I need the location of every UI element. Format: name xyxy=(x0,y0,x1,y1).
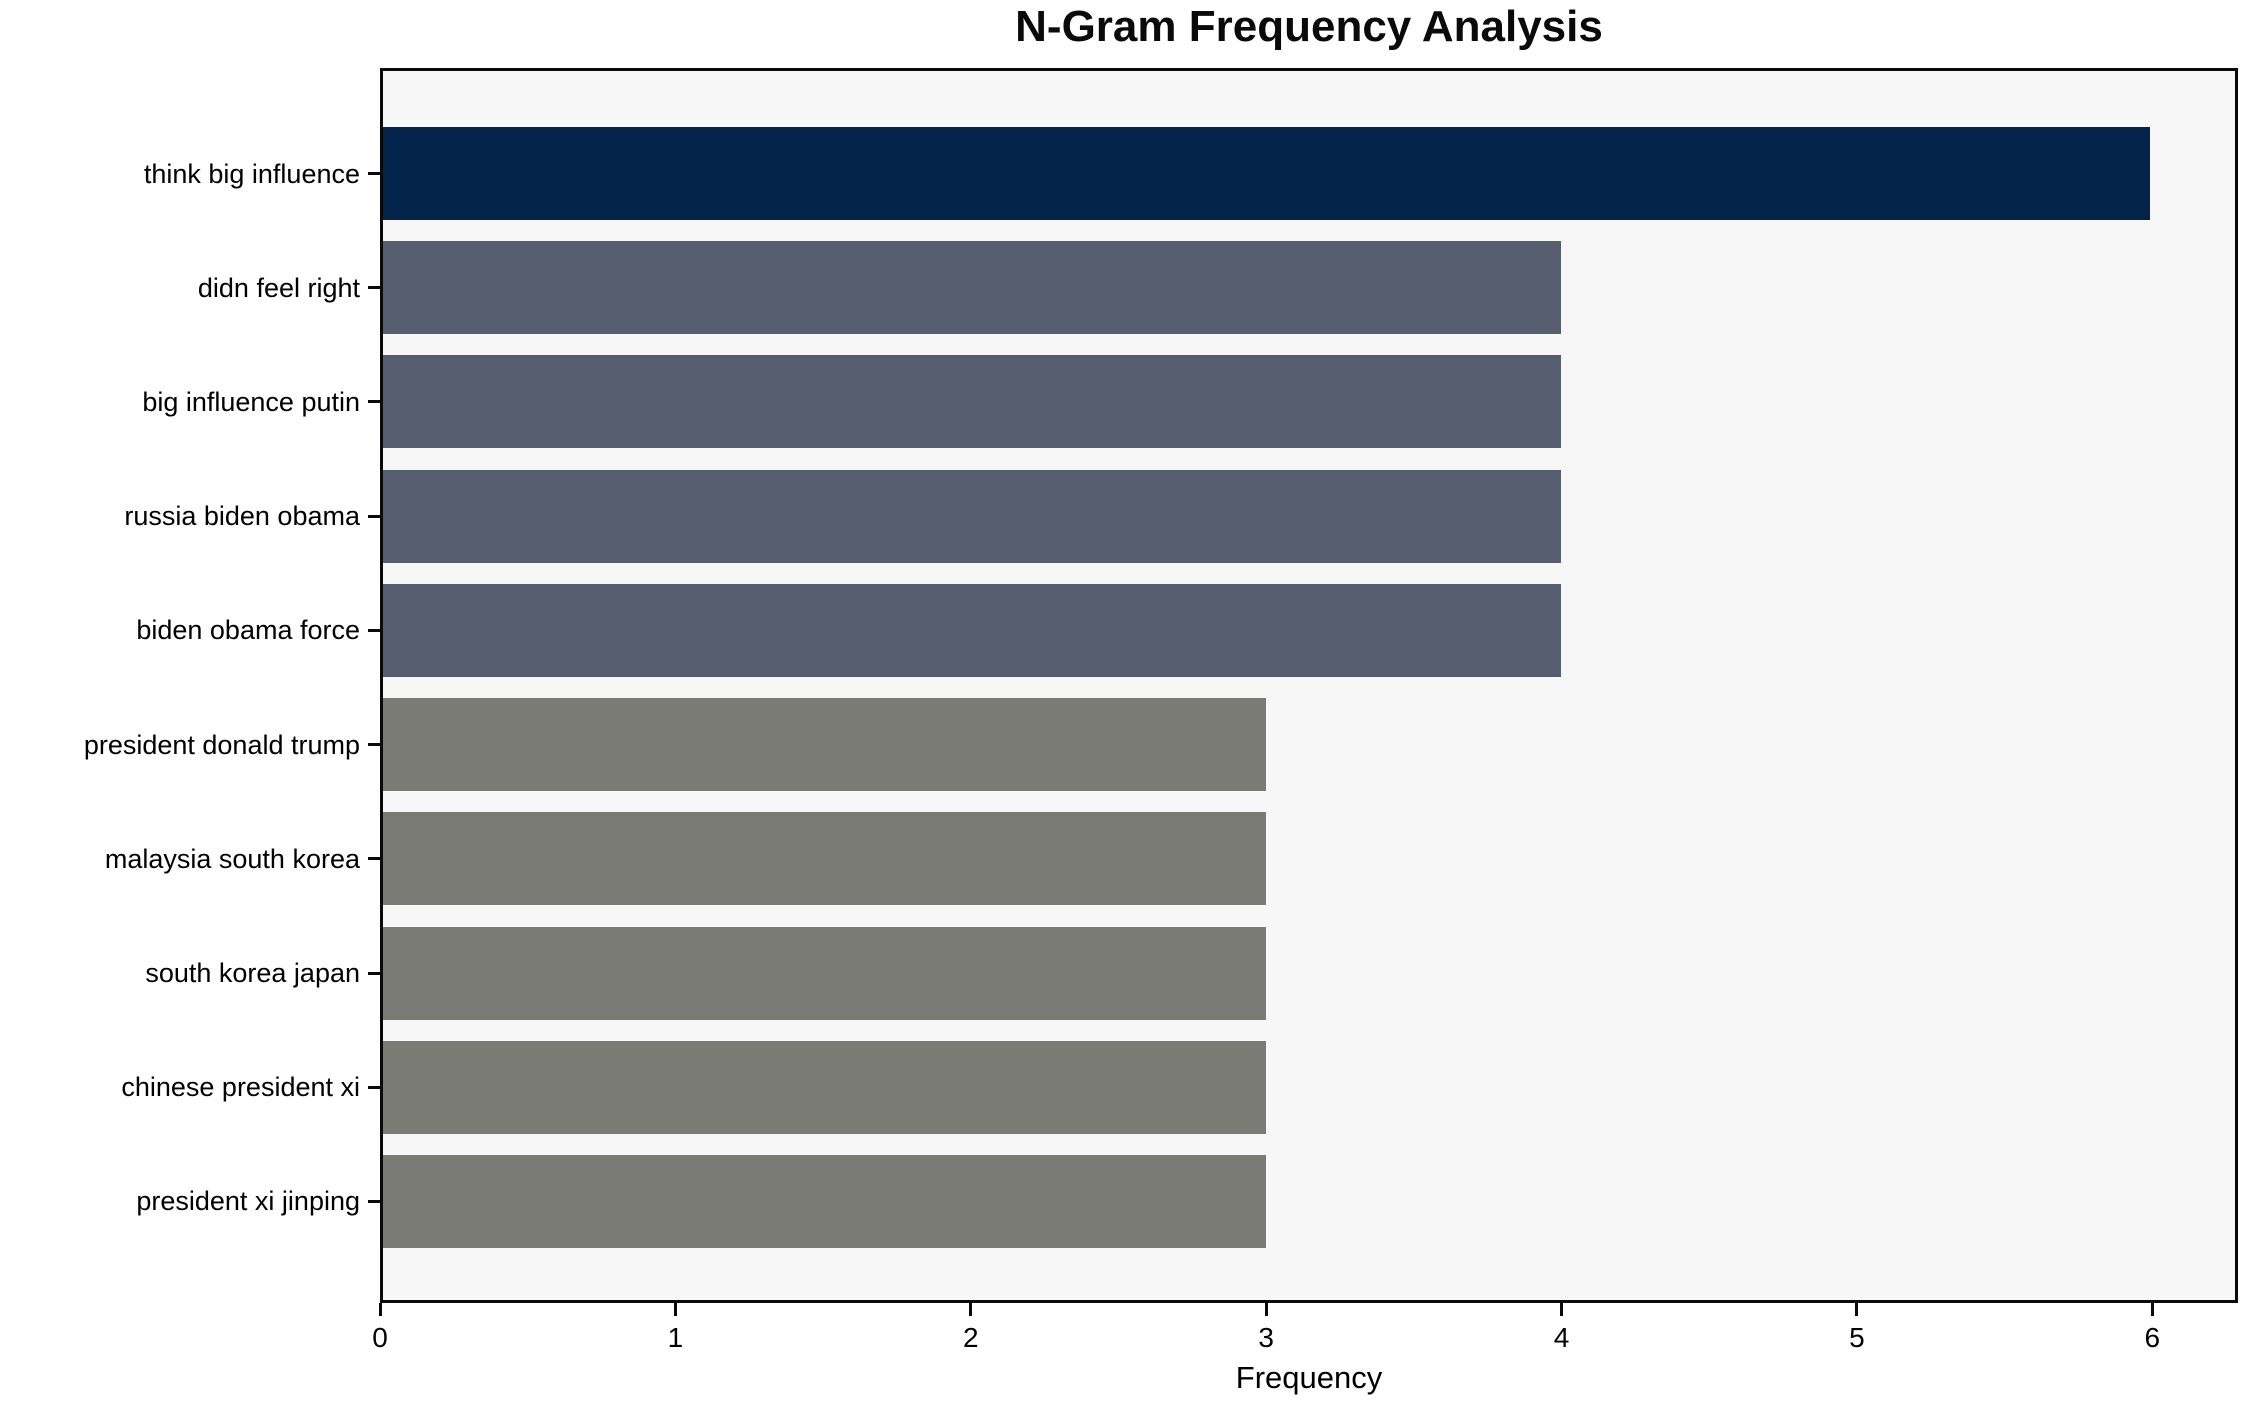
y-tick-mark xyxy=(368,743,380,747)
bar xyxy=(383,469,1561,563)
bar xyxy=(383,355,1561,449)
y-tick-label: think big influence xyxy=(143,158,360,189)
bar xyxy=(383,698,1267,792)
x-tick-mark xyxy=(673,1303,677,1316)
y-tick-mark xyxy=(368,1085,380,1089)
y-tick-mark xyxy=(368,628,380,632)
x-tick-mark xyxy=(2150,1303,2154,1316)
x-tick-label: 0 xyxy=(372,1322,388,1353)
bar xyxy=(383,926,1267,1020)
y-tick-mark xyxy=(368,514,380,518)
x-tick-label: 5 xyxy=(1849,1322,1865,1353)
y-tick-label: russia biden obama xyxy=(124,501,360,532)
y-tick-label: president donald trump xyxy=(83,729,360,760)
y-tick-mark xyxy=(368,172,380,175)
y-tick-label: didn feel right xyxy=(197,272,360,303)
x-tick-label: 4 xyxy=(1553,1322,1570,1353)
x-tick-mark xyxy=(378,1303,382,1316)
x-tick-mark xyxy=(1560,1303,1564,1316)
y-tick-label: chinese president xi xyxy=(121,1072,360,1103)
plot-area xyxy=(380,68,2238,1303)
y-tick-mark xyxy=(368,971,380,975)
bar xyxy=(383,583,1561,677)
x-tick-label: 1 xyxy=(667,1322,684,1353)
bar xyxy=(383,127,2150,220)
bar xyxy=(383,1040,1267,1134)
x-axis-title: Frequency xyxy=(1235,1360,1383,1395)
bar xyxy=(383,1154,1267,1248)
x-tick-mark xyxy=(969,1303,973,1316)
x-tick-label: 2 xyxy=(962,1322,979,1353)
y-tick-label: biden obama force xyxy=(136,615,360,646)
y-tick-label: malaysia south korea xyxy=(104,843,360,874)
chart-title: N-Gram Frequency Analysis xyxy=(1015,2,1603,51)
x-tick-label: 3 xyxy=(1258,1322,1274,1353)
x-tick-mark xyxy=(1855,1303,1859,1316)
y-tick-mark xyxy=(368,400,380,404)
y-tick-mark xyxy=(368,857,380,861)
y-tick-mark xyxy=(368,286,380,290)
bar xyxy=(383,241,1561,335)
y-tick-mark xyxy=(368,1199,380,1203)
bar xyxy=(383,812,1267,906)
x-tick-mark xyxy=(1264,1303,1268,1316)
y-tick-label: president xi jinping xyxy=(136,1186,360,1217)
x-tick-label: 6 xyxy=(2144,1322,2161,1353)
y-tick-label: south korea japan xyxy=(145,958,360,989)
y-tick-label: big influence putin xyxy=(142,386,360,417)
